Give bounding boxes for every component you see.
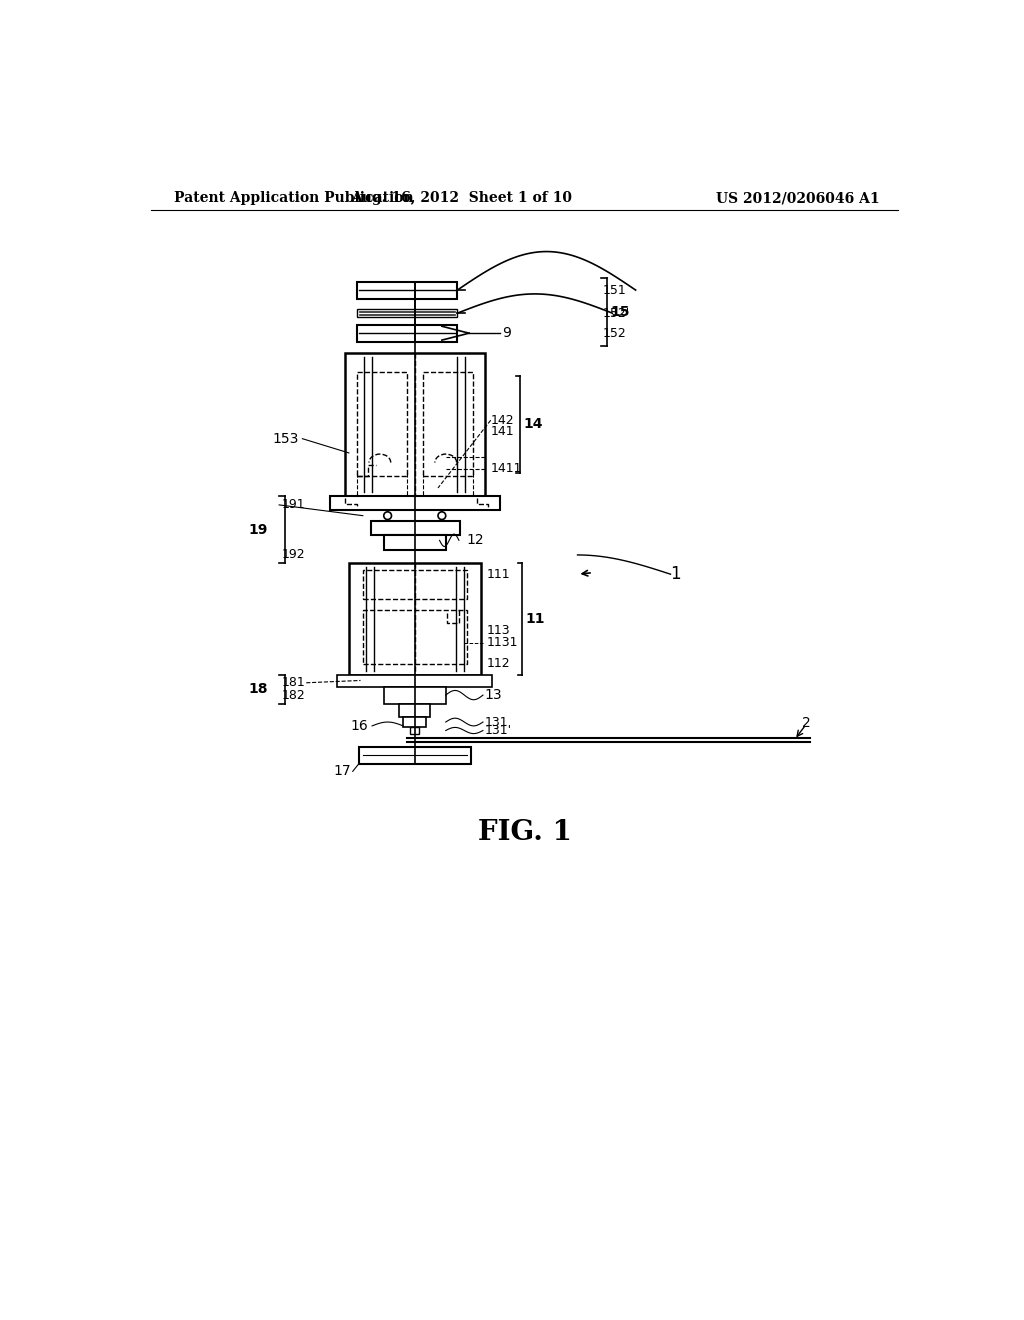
Bar [349,564,480,675]
Text: 15: 15 [610,305,630,318]
Text: 18: 18 [248,682,267,696]
Text: 142: 142 [490,413,514,426]
Text: 111: 111 [486,569,510,582]
Bar [330,495,500,510]
Text: 153: 153 [272,432,299,446]
Bar [362,570,467,599]
Bar [359,747,471,763]
Text: 152: 152 [602,326,626,339]
Text: 1411: 1411 [490,462,522,475]
Text: 131': 131' [484,723,512,737]
Bar [403,718,426,726]
Text: 16: 16 [350,719,369,733]
Text: 13: 13 [484,688,502,702]
Text: 2: 2 [802,715,811,730]
Bar [345,354,484,496]
Text: 1: 1 [671,565,681,583]
Text: FIG. 1: FIG. 1 [478,820,571,846]
Bar [399,704,430,718]
Bar [337,675,493,686]
Text: Patent Application Publication: Patent Application Publication [174,191,414,206]
Bar [362,610,467,664]
Text: 9: 9 [503,326,511,341]
Text: 19: 19 [248,523,267,536]
Text: 182: 182 [282,689,305,702]
Text: 112: 112 [486,657,510,671]
Bar [356,372,407,477]
Bar [371,521,460,535]
Bar [410,726,420,734]
Bar [423,372,473,477]
Text: 11: 11 [525,612,545,626]
Bar [356,325,458,342]
Text: 141: 141 [490,425,514,438]
Text: 14: 14 [523,417,543,432]
Text: 191: 191 [282,499,305,511]
Bar [384,535,445,550]
Text: 1131: 1131 [486,636,518,649]
Text: 17: 17 [334,764,351,779]
Bar [356,309,458,317]
Text: 12: 12 [467,533,484,548]
Text: US 2012/0206046 A1: US 2012/0206046 A1 [716,191,880,206]
Text: 152': 152' [602,306,630,319]
Text: 192: 192 [282,548,305,561]
Text: 113: 113 [486,624,510,638]
Text: 151: 151 [602,284,626,297]
Text: 131: 131 [484,715,508,729]
Text: Aug. 16, 2012  Sheet 1 of 10: Aug. 16, 2012 Sheet 1 of 10 [351,191,571,206]
Bar [384,686,445,704]
Bar [356,281,458,298]
Text: 181: 181 [282,676,305,689]
